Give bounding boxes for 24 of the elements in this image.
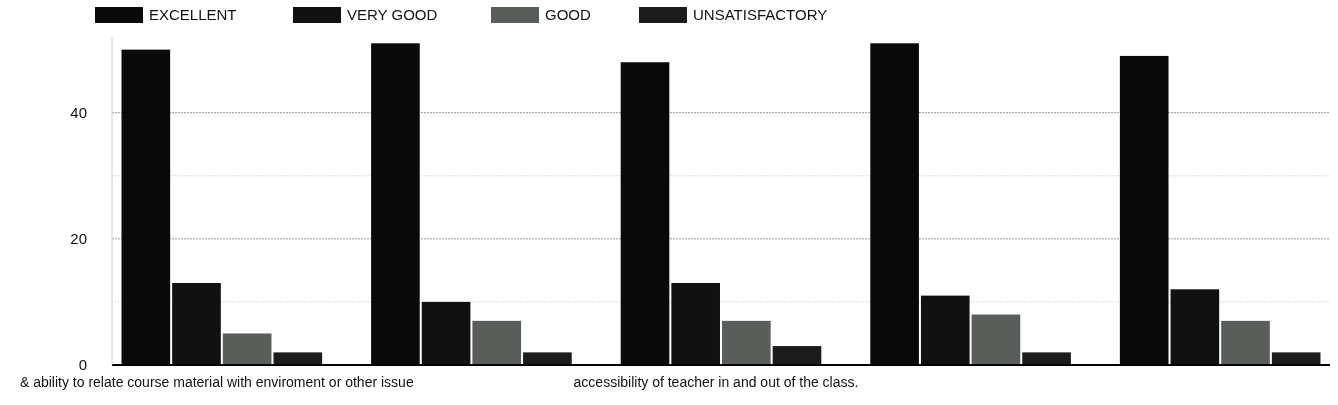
- bar: [273, 352, 323, 365]
- bar: [722, 320, 771, 365]
- bar: [472, 320, 522, 365]
- x-tick-label: & ability to relate course material with enviroment or other issue: [19, 374, 414, 390]
- bar: [1271, 352, 1321, 365]
- bar: [1221, 320, 1270, 365]
- bar: [671, 283, 720, 365]
- bar: [222, 333, 272, 365]
- y-tick-label: 20: [70, 230, 87, 248]
- bar: [772, 346, 822, 365]
- x-tick-label: accessibility of teacher in and out of the class.: [573, 374, 859, 390]
- bar: [523, 352, 572, 365]
- bar: [172, 283, 221, 365]
- bar: [1022, 352, 1071, 365]
- bar: [1170, 289, 1220, 365]
- bar: [920, 295, 970, 365]
- legend-label: EXCELLENT: [149, 6, 237, 23]
- legend-label: VERY GOOD: [347, 6, 438, 23]
- bar: [421, 301, 471, 365]
- y-tick-label: 0: [78, 356, 87, 374]
- legend-label: GOOD: [545, 6, 591, 23]
- bar: [971, 314, 1021, 365]
- y-tick-label: 40: [70, 103, 87, 121]
- legend-label: UNSATISFACTORY: [693, 6, 828, 23]
